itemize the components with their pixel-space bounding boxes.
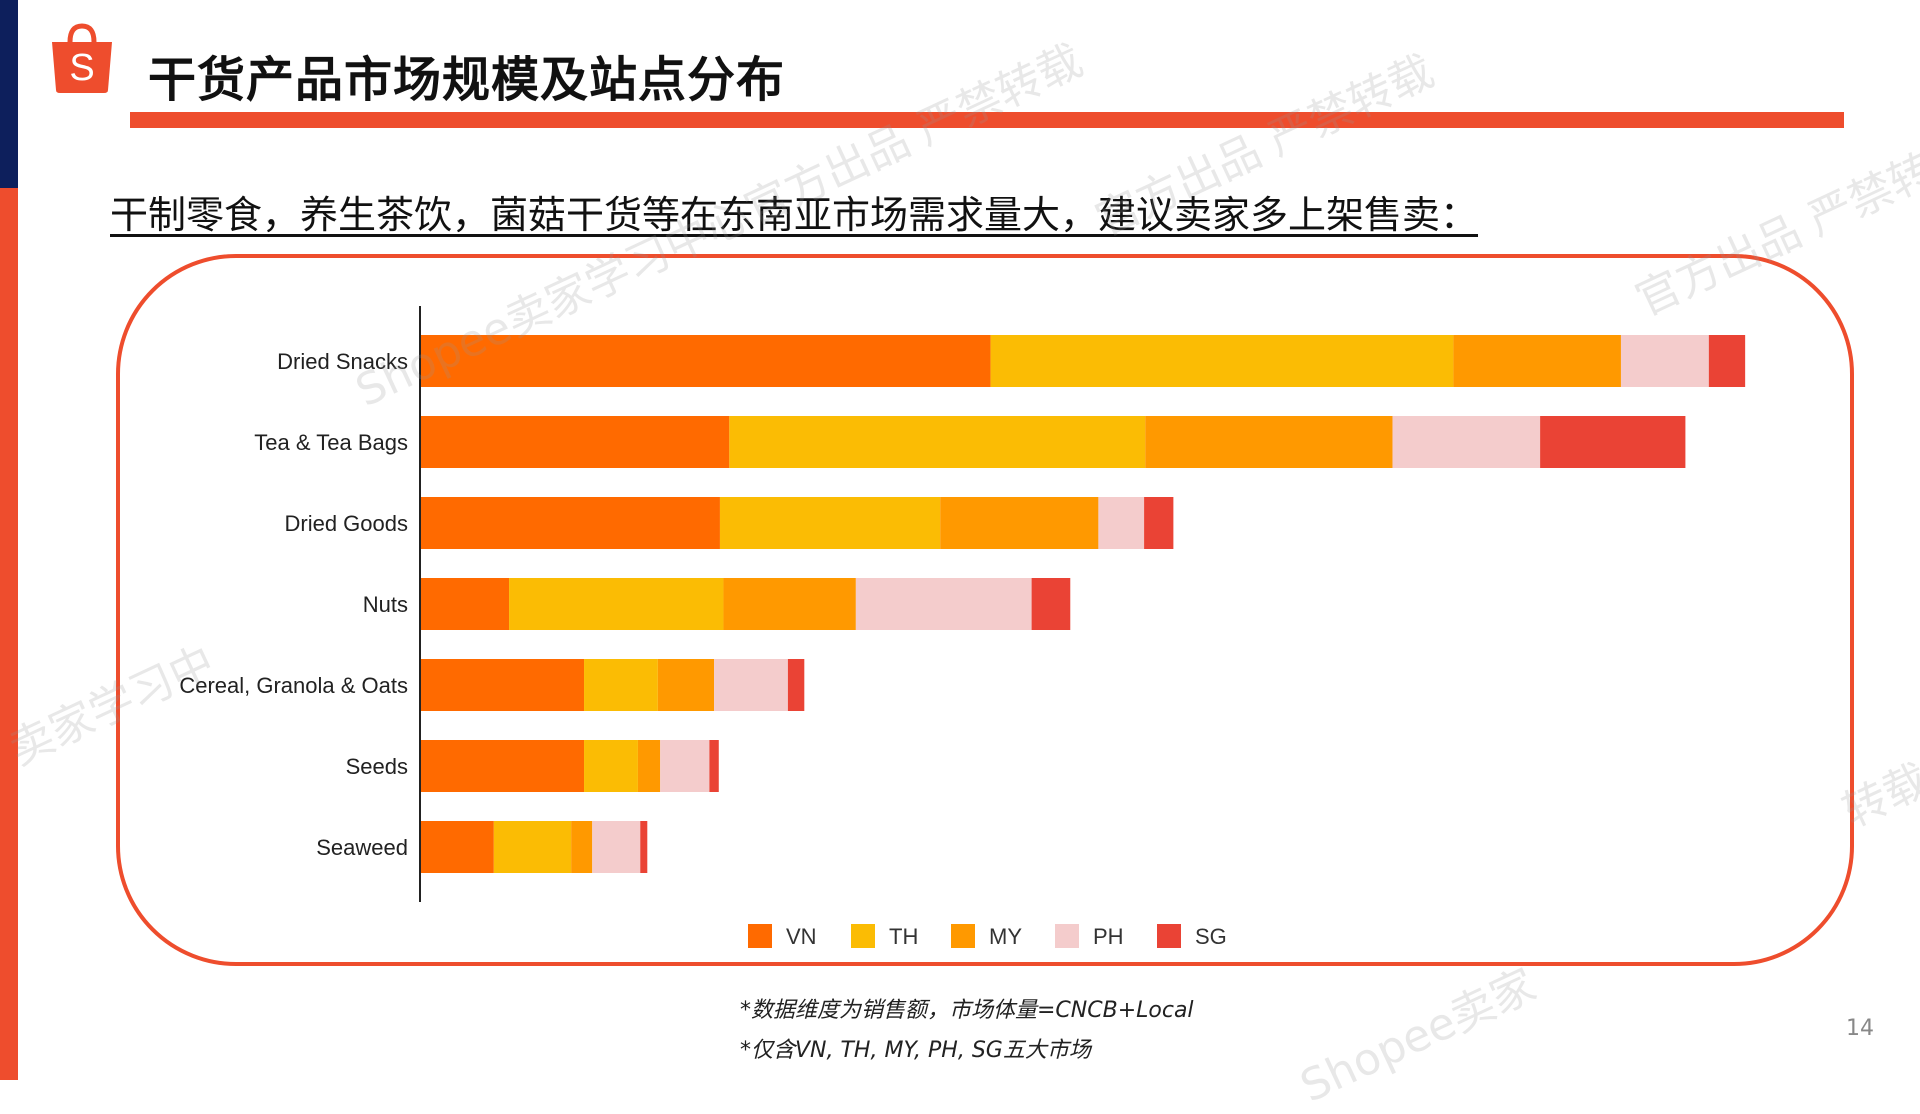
legend-swatch-th bbox=[851, 924, 875, 948]
bar-segment-vn bbox=[420, 416, 730, 468]
stacked-bar-chart: Dried Snacks Tea & Tea Bags Dried Goods Nut… bbox=[179, 306, 1746, 949]
bar-segment-ph bbox=[855, 578, 1032, 630]
footnote-markets: *仅含VN, TH, MY, PH, SG五大市场 bbox=[740, 1038, 1091, 1063]
category-label: Seeds bbox=[346, 754, 408, 779]
logo-letter: S bbox=[69, 47, 94, 89]
legend-label-sg: SG bbox=[1195, 924, 1227, 949]
bar-segment-sg bbox=[1144, 497, 1174, 549]
bar-segment-sg bbox=[640, 821, 648, 873]
legend-swatch-my bbox=[951, 924, 975, 948]
bar-segment-th bbox=[719, 497, 941, 549]
bar-segment-vn bbox=[420, 821, 494, 873]
left-accent-bar-orange bbox=[0, 188, 18, 1080]
bar-segment-sg bbox=[787, 659, 805, 711]
category-label: Dried Snacks bbox=[277, 349, 408, 374]
bar-segment-vn bbox=[420, 335, 991, 387]
category-label: Seaweed bbox=[316, 835, 408, 860]
bar-segment-vn bbox=[420, 659, 585, 711]
bar-segment-th bbox=[509, 578, 724, 630]
bar-segment-ph bbox=[592, 821, 641, 873]
category-label: Tea & Tea Bags bbox=[254, 430, 408, 455]
bar-segment-th bbox=[729, 416, 1146, 468]
bar-segment-my bbox=[940, 497, 1099, 549]
page-number: 14 bbox=[1846, 1016, 1874, 1041]
bar-segment-sg bbox=[1031, 578, 1071, 630]
chart-frame bbox=[116, 254, 1854, 966]
bar-segment-th bbox=[584, 659, 658, 711]
legend-label-my: MY bbox=[989, 924, 1022, 949]
category-label: Dried Goods bbox=[284, 511, 408, 536]
bar-segment-sg bbox=[709, 740, 719, 792]
shopee-bag-icon: S bbox=[52, 23, 112, 93]
bar-segment-sg bbox=[1708, 335, 1746, 387]
bar-segment-vn bbox=[420, 578, 510, 630]
bar-segment-my bbox=[637, 740, 661, 792]
footnote-data-dimension: *数据维度为销售额，市场体量=CNCB+Local bbox=[740, 998, 1194, 1023]
bar-segment-ph bbox=[714, 659, 788, 711]
legend-swatch-vn bbox=[748, 924, 772, 948]
left-accent-bar-navy bbox=[0, 0, 18, 188]
legend-label-th: TH bbox=[889, 924, 918, 949]
legend-swatch-ph bbox=[1055, 924, 1079, 948]
category-label: Cereal, Granola & Oats bbox=[179, 673, 408, 698]
bar-segment-sg bbox=[1540, 416, 1686, 468]
legend-label-vn: VN bbox=[786, 924, 817, 949]
bar-segment-ph bbox=[1620, 335, 1709, 387]
bar-segment-my bbox=[1145, 416, 1393, 468]
bar-segment-th bbox=[990, 335, 1454, 387]
legend-swatch-sg bbox=[1157, 924, 1181, 948]
bar-segment-th bbox=[584, 740, 638, 792]
slide-subtitle: 干制零食，养生茶饮，菌菇干货等在东南亚市场需求量大，建议卖家多上架售卖： bbox=[110, 193, 1479, 237]
bar-segment-my bbox=[1453, 335, 1621, 387]
bar-segment-ph bbox=[1392, 416, 1541, 468]
bar-segment-ph bbox=[1098, 497, 1145, 549]
bar-segment-my bbox=[571, 821, 593, 873]
page-title: 干货产品市场规模及站点分布 bbox=[148, 52, 786, 108]
category-label: Nuts bbox=[363, 592, 408, 617]
bar-segment-ph bbox=[660, 740, 710, 792]
bar-segment-vn bbox=[420, 497, 720, 549]
bar-segment-my bbox=[723, 578, 856, 630]
bar-segment-vn bbox=[420, 740, 585, 792]
bar-segment-th bbox=[493, 821, 572, 873]
bar-segment-my bbox=[657, 659, 715, 711]
legend-label-ph: PH bbox=[1093, 924, 1124, 949]
title-underline-bar bbox=[130, 112, 1844, 128]
